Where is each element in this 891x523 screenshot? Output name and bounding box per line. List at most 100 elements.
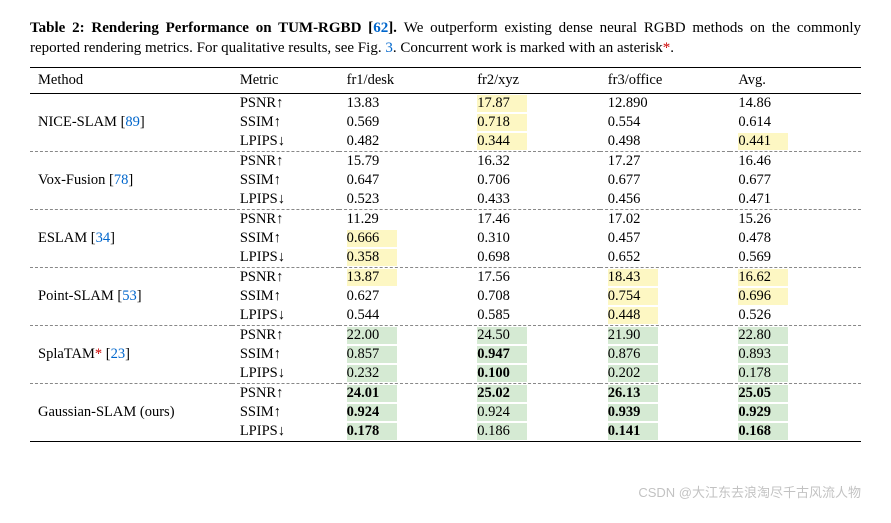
value-cell: 0.344 <box>469 132 600 152</box>
value-cell: 0.186 <box>469 422 600 442</box>
table-row: LPIPS↓0.5230.4330.4560.471 <box>30 190 861 210</box>
value-cell: 17.27 <box>600 152 731 171</box>
method-ref-link[interactable]: 89 <box>125 114 140 130</box>
metric-cell: PSNR↑ <box>232 326 339 345</box>
method-cell-empty <box>30 364 232 384</box>
value-cell: 14.86 <box>730 93 861 113</box>
metric-cell: PSNR↑ <box>232 152 339 171</box>
value-cell: 12.890 <box>600 93 731 113</box>
caption-fig-link[interactable]: 3 <box>385 40 393 56</box>
value-cell: 25.05 <box>730 384 861 403</box>
value-cell: 0.523 <box>339 190 470 210</box>
value-cell: 0.441 <box>730 132 861 152</box>
value-cell: 0.141 <box>600 422 731 442</box>
value-cell: 18.43 <box>600 268 731 287</box>
method-cell-empty <box>30 190 232 210</box>
value-cell: 11.29 <box>339 210 470 229</box>
value-cell: 25.02 <box>469 384 600 403</box>
value-cell: 17.56 <box>469 268 600 287</box>
table-row: LPIPS↓0.1780.1860.1410.168 <box>30 422 861 442</box>
value-cell: 0.696 <box>730 287 861 306</box>
value-cell: 0.698 <box>469 248 600 268</box>
col-fr3: fr3/office <box>600 67 731 93</box>
value-cell: 15.79 <box>339 152 470 171</box>
table-caption: Table 2: Rendering Performance on TUM-RG… <box>30 18 861 59</box>
method-ref-link[interactable]: 23 <box>111 346 126 362</box>
value-cell: 0.706 <box>469 171 600 190</box>
value-cell: 0.168 <box>730 422 861 442</box>
method-cell-empty <box>30 132 232 152</box>
method-cell: NICE-SLAM [89] <box>30 113 232 132</box>
value-cell: 0.666 <box>339 229 470 248</box>
value-cell: 0.876 <box>600 345 731 364</box>
table-row: LPIPS↓0.3580.6980.6520.569 <box>30 248 861 268</box>
metric-cell: SSIM↑ <box>232 113 339 132</box>
value-cell: 0.498 <box>600 132 731 152</box>
value-cell: 15.26 <box>730 210 861 229</box>
value-cell: 24.50 <box>469 326 600 345</box>
value-cell: 0.202 <box>600 364 731 384</box>
table-row: SplaTAM* [23]SSIM↑0.8570.9470.8760.893 <box>30 345 861 364</box>
value-cell: 0.457 <box>600 229 731 248</box>
caption-title: Table 2: Rendering Performance on TUM-RG… <box>30 20 404 36</box>
value-cell: 0.929 <box>730 403 861 422</box>
value-cell: 0.893 <box>730 345 861 364</box>
value-cell: 0.857 <box>339 345 470 364</box>
value-cell: 0.433 <box>469 190 600 210</box>
value-cell: 0.627 <box>339 287 470 306</box>
method-ref-link[interactable]: 34 <box>96 230 111 246</box>
method-ref-link[interactable]: 78 <box>114 172 129 188</box>
caption-title-prefix: Table 2: Rendering Performance on TUM-RG… <box>30 20 373 36</box>
caption-body-3: . <box>670 40 674 56</box>
value-cell: 0.614 <box>730 113 861 132</box>
table-row: PSNR↑13.8717.5618.4316.62 <box>30 268 861 287</box>
value-cell: 0.708 <box>469 287 600 306</box>
value-cell: 0.924 <box>469 403 600 422</box>
col-method: Method <box>30 67 232 93</box>
caption-body-2: . Concurrent work is marked with an aste… <box>393 40 663 56</box>
table-row: PSNR↑15.7916.3217.2716.46 <box>30 152 861 171</box>
method-cell: Vox-Fusion [78] <box>30 171 232 190</box>
value-cell: 0.178 <box>339 422 470 442</box>
value-cell: 0.100 <box>469 364 600 384</box>
value-cell: 0.544 <box>339 306 470 326</box>
value-cell: 0.677 <box>600 171 731 190</box>
col-metric: Metric <box>232 67 339 93</box>
value-cell: 16.62 <box>730 268 861 287</box>
value-cell: 0.652 <box>600 248 731 268</box>
value-cell: 13.83 <box>339 93 470 113</box>
method-cell-empty <box>30 384 232 403</box>
value-cell: 17.87 <box>469 93 600 113</box>
value-cell: 0.947 <box>469 345 600 364</box>
value-cell: 13.87 <box>339 268 470 287</box>
table-row: Gaussian-SLAM (ours)SSIM↑0.9240.9240.939… <box>30 403 861 422</box>
value-cell: 0.448 <box>600 306 731 326</box>
value-cell: 0.482 <box>339 132 470 152</box>
metric-cell: SSIM↑ <box>232 403 339 422</box>
value-cell: 0.478 <box>730 229 861 248</box>
value-cell: 17.02 <box>600 210 731 229</box>
method-cell: ESLAM [34] <box>30 229 232 248</box>
metric-cell: LPIPS↓ <box>232 306 339 326</box>
table-row: PSNR↑11.2917.4617.0215.26 <box>30 210 861 229</box>
value-cell: 0.569 <box>730 248 861 268</box>
method-ref-link[interactable]: 53 <box>122 288 137 304</box>
value-cell: 0.554 <box>600 113 731 132</box>
value-cell: 24.01 <box>339 384 470 403</box>
method-cell: Gaussian-SLAM (ours) <box>30 403 232 422</box>
value-cell: 0.647 <box>339 171 470 190</box>
value-cell: 0.232 <box>339 364 470 384</box>
table-body: PSNR↑13.8317.8712.89014.86NICE-SLAM [89]… <box>30 93 861 441</box>
value-cell: 26.13 <box>600 384 731 403</box>
method-cell: Point-SLAM [53] <box>30 287 232 306</box>
value-cell: 0.178 <box>730 364 861 384</box>
metric-cell: LPIPS↓ <box>232 364 339 384</box>
table-row: Point-SLAM [53]SSIM↑0.6270.7080.7540.696 <box>30 287 861 306</box>
metric-cell: LPIPS↓ <box>232 132 339 152</box>
value-cell: 0.526 <box>730 306 861 326</box>
caption-ref-link[interactable]: 62 <box>373 20 388 36</box>
metric-cell: PSNR↑ <box>232 93 339 113</box>
metric-cell: SSIM↑ <box>232 229 339 248</box>
table-row: PSNR↑13.8317.8712.89014.86 <box>30 93 861 113</box>
method-cell-empty <box>30 152 232 171</box>
